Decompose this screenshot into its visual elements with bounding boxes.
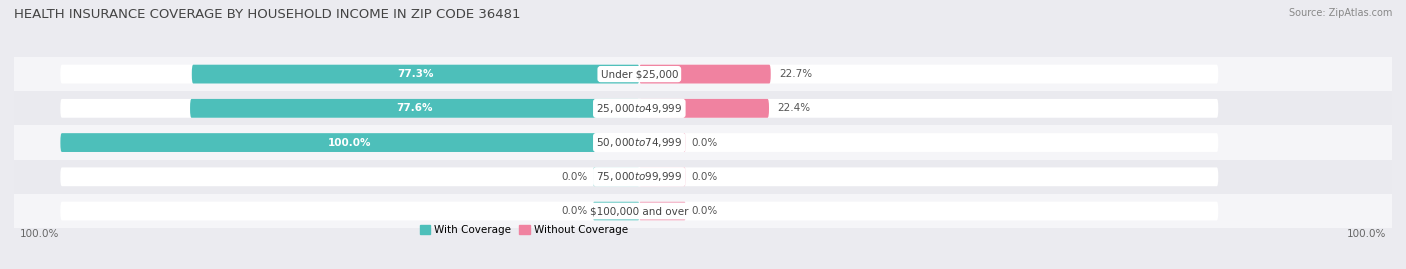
Text: 0.0%: 0.0%	[692, 172, 717, 182]
FancyBboxPatch shape	[60, 202, 1218, 221]
Text: Under $25,000: Under $25,000	[600, 69, 678, 79]
Text: $75,000 to $99,999: $75,000 to $99,999	[596, 170, 682, 183]
Text: 77.3%: 77.3%	[398, 69, 434, 79]
FancyBboxPatch shape	[640, 65, 770, 83]
Text: 100.0%: 100.0%	[20, 229, 59, 239]
FancyBboxPatch shape	[60, 65, 1218, 83]
Text: 0.0%: 0.0%	[692, 206, 717, 216]
FancyBboxPatch shape	[190, 99, 640, 118]
FancyBboxPatch shape	[640, 99, 769, 118]
Text: 0.0%: 0.0%	[692, 137, 717, 148]
FancyBboxPatch shape	[60, 133, 640, 152]
FancyBboxPatch shape	[593, 167, 640, 186]
Bar	[14, 57, 1392, 91]
FancyBboxPatch shape	[191, 65, 640, 83]
Text: 0.0%: 0.0%	[561, 206, 588, 216]
Text: 100.0%: 100.0%	[328, 137, 371, 148]
Bar	[14, 125, 1392, 160]
Bar	[14, 160, 1392, 194]
Text: $50,000 to $74,999: $50,000 to $74,999	[596, 136, 682, 149]
Text: $25,000 to $49,999: $25,000 to $49,999	[596, 102, 682, 115]
FancyBboxPatch shape	[593, 202, 640, 221]
Legend: With Coverage, Without Coverage: With Coverage, Without Coverage	[419, 225, 628, 235]
Text: 77.6%: 77.6%	[396, 103, 433, 113]
Text: 100.0%: 100.0%	[1347, 229, 1386, 239]
Bar	[14, 194, 1392, 228]
Text: Source: ZipAtlas.com: Source: ZipAtlas.com	[1288, 8, 1392, 18]
FancyBboxPatch shape	[60, 167, 1218, 186]
FancyBboxPatch shape	[640, 133, 686, 152]
Text: $100,000 and over: $100,000 and over	[591, 206, 689, 216]
Text: 22.7%: 22.7%	[779, 69, 813, 79]
FancyBboxPatch shape	[640, 202, 686, 221]
FancyBboxPatch shape	[60, 133, 1218, 152]
Bar	[14, 91, 1392, 125]
Text: 0.0%: 0.0%	[561, 172, 588, 182]
Text: HEALTH INSURANCE COVERAGE BY HOUSEHOLD INCOME IN ZIP CODE 36481: HEALTH INSURANCE COVERAGE BY HOUSEHOLD I…	[14, 8, 520, 21]
FancyBboxPatch shape	[640, 167, 686, 186]
Text: 22.4%: 22.4%	[778, 103, 811, 113]
FancyBboxPatch shape	[60, 99, 1218, 118]
